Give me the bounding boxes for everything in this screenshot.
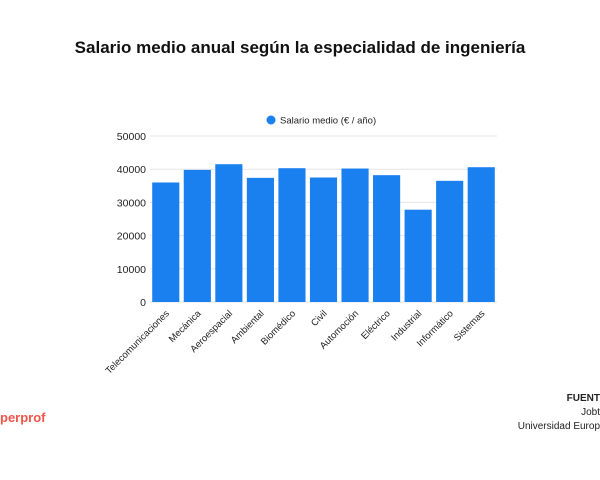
bar — [309, 177, 338, 302]
bar — [278, 168, 306, 302]
bar — [215, 164, 243, 302]
bar — [436, 180, 464, 302]
y-tick-label: 40000 — [117, 164, 146, 176]
bars — [152, 164, 495, 302]
chart-title: Salario medio anual según la especialida… — [74, 38, 526, 57]
legend: Salario medio (€ / año) — [266, 115, 376, 127]
x-axis-ticks: TelecomunicacionesMecánicaAeroespacialAm… — [104, 308, 488, 377]
x-tick-label: Eléctrico — [359, 308, 393, 342]
y-tick-label: 50000 — [117, 131, 146, 143]
source-note: FUENT Jobt Universidad Europ — [518, 392, 600, 434]
x-tick-label: Sistemas — [452, 308, 488, 344]
y-tick-label: 20000 — [117, 231, 146, 243]
bar — [341, 168, 369, 302]
source-line: Jobt — [581, 407, 600, 418]
y-tick-label: 10000 — [117, 264, 146, 276]
y-tick-label: 0 — [140, 297, 146, 309]
y-tick-label: 30000 — [117, 197, 146, 209]
bar — [467, 167, 495, 302]
bar — [373, 175, 401, 302]
bar — [404, 209, 432, 302]
x-tick-label: Biomédico — [259, 308, 298, 347]
source-line: Universidad Europ — [517, 421, 600, 432]
source-label: FUENT — [566, 393, 600, 404]
bar — [183, 169, 211, 302]
x-tick-label: Civil — [309, 308, 329, 328]
y-axis-ticks: 0 10000 20000 30000 40000 50000 — [117, 131, 146, 309]
brand-logo-text: perprof — [0, 410, 46, 425]
x-tick-label: Telecomunicaciones — [104, 308, 172, 376]
bar — [152, 182, 180, 302]
legend-marker — [266, 115, 276, 125]
bar — [246, 177, 274, 302]
legend-label: Salario medio (€ / año) — [280, 116, 376, 127]
